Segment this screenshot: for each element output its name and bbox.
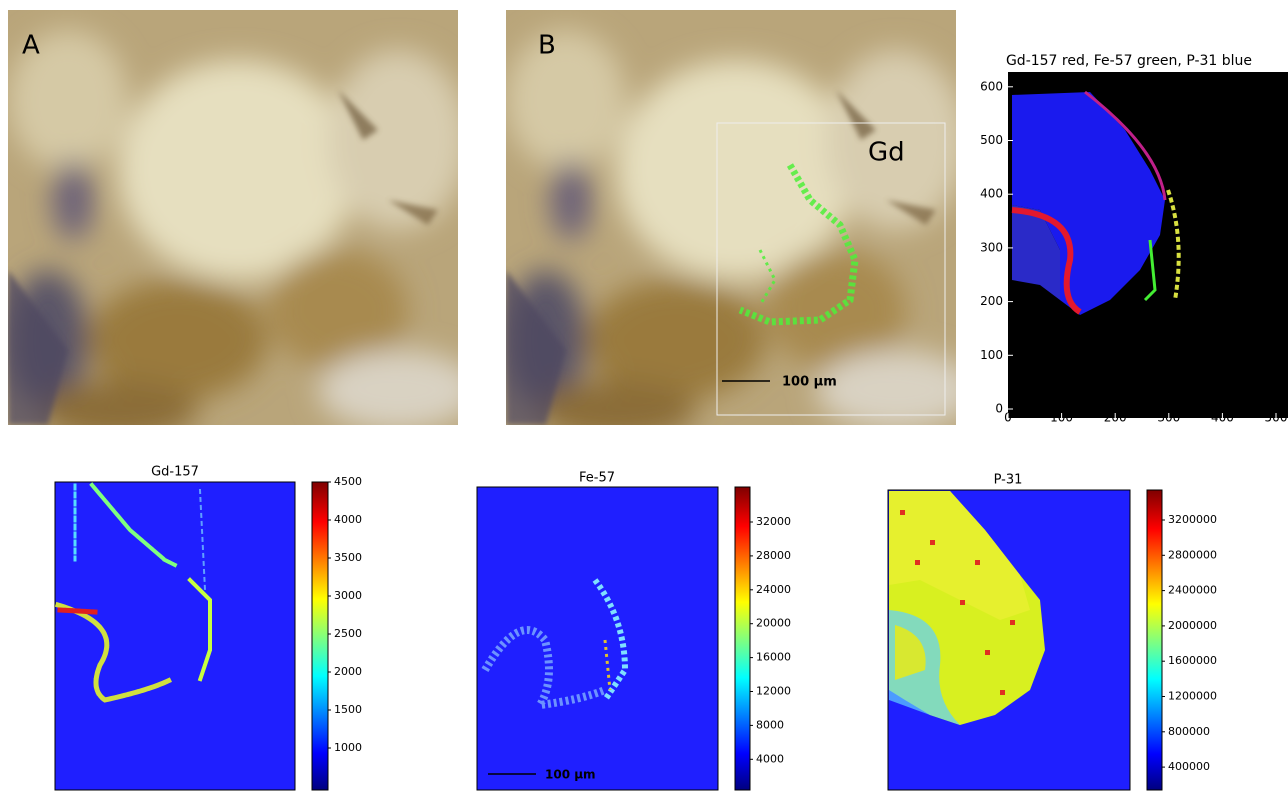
colorbar-tick-label: 20000 bbox=[756, 617, 791, 630]
chart-title: Gd-157 red, Fe-57 green, P-31 blue bbox=[1006, 53, 1252, 69]
scale-bar-label: 100 µm bbox=[782, 375, 837, 390]
colorbar-tick-label: 3000 bbox=[334, 589, 362, 602]
colorbar-tick-label: 28000 bbox=[756, 549, 791, 562]
chart-title: P-31 bbox=[994, 473, 1023, 488]
colorbar-tick-label: 2800000 bbox=[1168, 548, 1217, 561]
colorbar-tick-label: 12000 bbox=[756, 685, 791, 698]
colorbar-tick-label: 400000 bbox=[1168, 760, 1210, 773]
chart-title: Gd-157 bbox=[151, 465, 199, 480]
colorbar-tick-label: 1500 bbox=[334, 703, 362, 716]
colorbar-tick-label: 2000 bbox=[334, 665, 362, 678]
colorbar-tick-label: 1000 bbox=[334, 741, 362, 754]
y-tick-label: 400 bbox=[980, 187, 1003, 201]
colorbar bbox=[1147, 490, 1162, 790]
colorbar-tick-label: 4000 bbox=[334, 513, 362, 526]
colorbar-tick-label: 1600000 bbox=[1168, 654, 1217, 667]
chart-title: Fe-57 bbox=[579, 471, 615, 486]
colorbar-tick-label: 3200000 bbox=[1168, 513, 1217, 526]
y-tick-label: 600 bbox=[980, 79, 1003, 93]
colorbar-tick-label: 4000 bbox=[756, 752, 784, 765]
photo-b bbox=[506, 10, 976, 440]
scale-bar-label: 100 µm bbox=[545, 768, 596, 782]
colorbar-tick-label: 32000 bbox=[756, 515, 791, 528]
y-tick-label: 0 bbox=[995, 402, 1003, 416]
colorbar-tick-label: 8000 bbox=[756, 718, 784, 731]
colorbar-tick-label: 3500 bbox=[334, 551, 362, 564]
y-tick-label: 200 bbox=[980, 294, 1003, 308]
colorbar-tick-label: 2400000 bbox=[1168, 584, 1217, 597]
page: {"panels": { "a": {"label": "A"}, "b": {… bbox=[0, 0, 1288, 795]
panel-label: A bbox=[22, 31, 40, 61]
y-tick-label: 300 bbox=[980, 240, 1003, 254]
gd-map bbox=[55, 482, 295, 790]
y-tick-label: 100 bbox=[980, 348, 1003, 362]
colorbar-tick-label: 800000 bbox=[1168, 725, 1210, 738]
colorbar-tick-label: 24000 bbox=[756, 583, 791, 596]
colorbar-tick-label: 4500 bbox=[334, 475, 362, 488]
colorbar-tick-label: 16000 bbox=[756, 651, 791, 664]
colorbar-tick-label: 2000000 bbox=[1168, 619, 1217, 632]
colorbar-tick-label: 1200000 bbox=[1168, 690, 1217, 703]
photo-a bbox=[8, 10, 478, 440]
colorbar bbox=[735, 487, 750, 790]
overlay-label: Gd bbox=[868, 138, 905, 168]
panel-label: B bbox=[538, 31, 556, 61]
colorbar bbox=[312, 482, 328, 790]
figure: A B Gd 100 µm Gd-157 red, Fe-57 green, P… bbox=[0, 0, 1288, 795]
colorbar-tick-label: 2500 bbox=[334, 627, 362, 640]
y-tick-label: 500 bbox=[980, 133, 1003, 147]
